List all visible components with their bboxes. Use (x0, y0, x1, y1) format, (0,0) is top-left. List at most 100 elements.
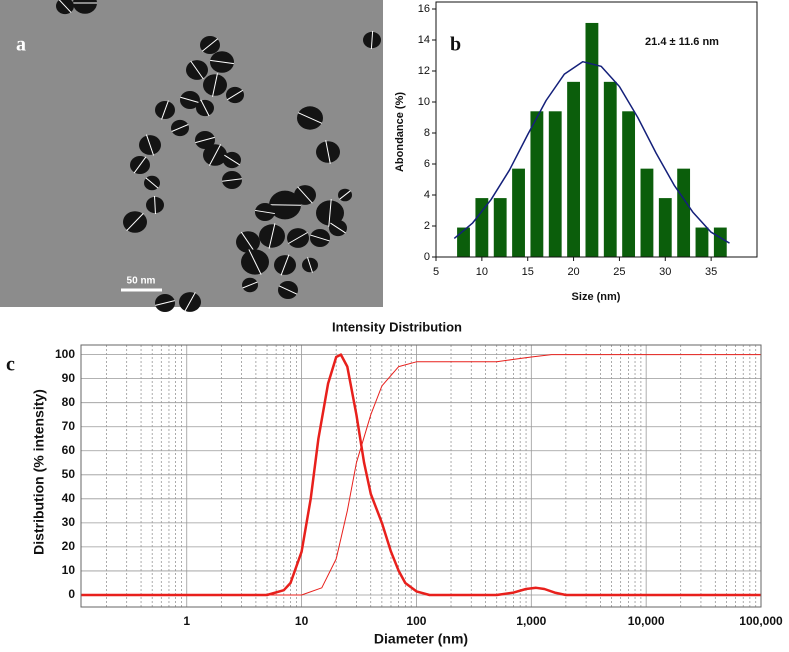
measurement-line (145, 134, 155, 156)
y-tick-label: 0 (68, 587, 75, 601)
bar (585, 22, 599, 258)
bar (548, 111, 562, 257)
y-tick-label: 90 (62, 371, 76, 385)
x-tick-label: 1 (183, 614, 190, 628)
bar (603, 81, 617, 257)
y-tick-label: 16 (418, 3, 430, 15)
y-tick-label: 40 (62, 491, 76, 505)
y-tick-label: 2 (424, 220, 430, 232)
measurement-line (155, 300, 175, 306)
measurement-line (255, 209, 275, 215)
measurement-line (190, 60, 204, 80)
measurement-line (268, 204, 302, 206)
measurement-line (370, 30, 374, 50)
measurement-line (58, 0, 72, 13)
measurement-line (339, 190, 351, 200)
x-axis-label: Diameter (nm) (374, 631, 468, 647)
measurement-line (328, 199, 332, 227)
fit-curve (453, 60, 730, 244)
y-tick-label: 30 (62, 515, 76, 529)
panel-label: c (6, 354, 15, 376)
bar (512, 168, 525, 257)
panel-label: a (16, 34, 26, 56)
y-tick-label: 10 (62, 563, 76, 577)
bar (567, 81, 580, 257)
x-axis-label: Size (nm) (572, 291, 621, 303)
bar (695, 227, 709, 257)
measurement-line (307, 257, 313, 273)
measurement-line (297, 186, 313, 204)
y-tick-label: 100 (55, 347, 75, 361)
x-tick-label: 5 (433, 266, 439, 278)
measurement-line (222, 178, 242, 182)
measurement-line (154, 195, 156, 215)
panel-label: b (450, 34, 461, 56)
measurement-line (297, 112, 323, 124)
y-tick-label: 20 (62, 539, 76, 553)
y-axis-label: Distribution (% intensity) (31, 389, 47, 555)
measurement-line (184, 292, 196, 312)
y-tick-label: 60 (62, 443, 76, 457)
x-tick-label: 35 (705, 266, 717, 278)
data-line (81, 353, 761, 597)
measurement-line (280, 254, 290, 276)
y-tick-label: 0 (424, 251, 430, 263)
scale-bar-label: 50 nm (127, 276, 156, 287)
measurement-line (248, 249, 262, 275)
y-tick-label: 12 (418, 65, 430, 77)
measurement-line (325, 140, 331, 164)
measurement-line (330, 222, 346, 234)
measurement-line (126, 213, 144, 231)
x-tick-label: 15 (522, 266, 534, 278)
tem-image (0, 0, 383, 312)
bar (530, 111, 544, 257)
measurement-line (195, 136, 215, 144)
x-tick-label: 10 (476, 266, 488, 278)
y-tick-label: 8 (424, 127, 430, 139)
measurement-line (268, 223, 276, 249)
y-tick-label: 10 (418, 96, 430, 108)
measurement-line (210, 59, 234, 65)
measurement-line (224, 154, 240, 166)
measurement-line (180, 96, 200, 104)
annotation: 21.4 ± 11.6 nm (645, 36, 719, 48)
bar (658, 198, 672, 257)
x-tick-label: 100,000 (739, 614, 783, 628)
measurement-line (201, 38, 219, 52)
plot-frame (80, 344, 762, 608)
measurement-line (200, 99, 210, 117)
measurement-line (208, 144, 222, 166)
y-tick-label: 14 (418, 34, 430, 46)
measurement-line (133, 156, 147, 174)
measurement-line (145, 177, 159, 189)
bar (475, 198, 489, 257)
measurement-line (227, 89, 243, 101)
measurement-line (310, 234, 330, 242)
measurement-line (212, 73, 218, 97)
y-tick-label: 70 (62, 419, 76, 433)
x-tick-label: 100 (406, 614, 426, 628)
measurement-line (240, 231, 256, 253)
x-tick-label: 20 (567, 266, 579, 278)
data-line (81, 354, 761, 596)
measurement-line (161, 100, 169, 120)
bar (677, 168, 691, 257)
measurement-line (242, 281, 258, 289)
x-tick-label: 1,000 (516, 614, 546, 628)
bar (622, 111, 636, 257)
measurement-line (288, 232, 308, 244)
bar (493, 198, 507, 257)
measurement-line (278, 285, 298, 295)
x-tick-label: 10,000 (628, 614, 665, 628)
y-tick-label: 6 (424, 158, 430, 170)
x-tick-label: 30 (659, 266, 671, 278)
y-axis-label: Abondance (%) (394, 92, 406, 172)
y-tick-label: 80 (62, 395, 76, 409)
y-tick-label: 50 (62, 467, 76, 481)
chart-title: Intensity Distribution (332, 319, 462, 334)
bar (640, 168, 654, 257)
x-tick-label: 10 (295, 614, 309, 628)
bar (713, 227, 727, 257)
measurement-line (171, 124, 189, 132)
